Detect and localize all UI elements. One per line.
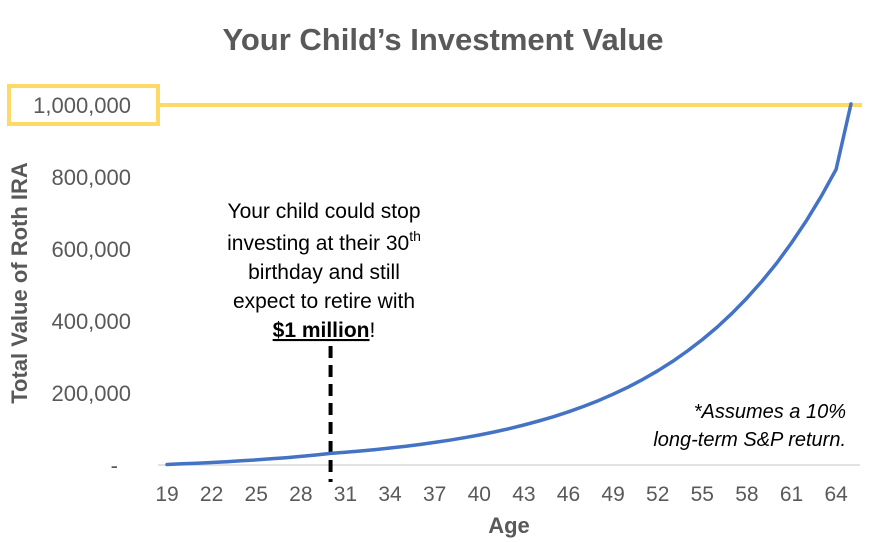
x-tick-label: 22 <box>200 483 223 506</box>
y-tick-label: 400,000 <box>51 309 131 334</box>
chart-title: Your Child’s Investment Value <box>223 22 664 57</box>
footnote-line-2: long-term S&P return. <box>653 429 846 451</box>
y-tick-label: 200,000 <box>51 381 131 406</box>
x-tick-label: 46 <box>557 483 580 506</box>
x-tick-label: 31 <box>334 483 357 506</box>
x-tick-label: 19 <box>155 483 178 506</box>
x-tick-label: 43 <box>512 483 535 506</box>
y-tick-label: - <box>111 453 118 478</box>
x-tick-label: 28 <box>289 483 312 506</box>
callout-exclamation: ! <box>370 319 376 342</box>
callout-superscript: th <box>409 228 421 244</box>
x-tick-label: 37 <box>423 483 446 506</box>
footnote-line-1: *Assumes a 10% <box>694 401 846 423</box>
callout-line-1: Your child could stop <box>227 200 420 223</box>
y-tick-labels: - 200,000 400,000 600,000 800,000 1,000,000 <box>33 93 131 478</box>
callout-line-2-main: investing at their 30 <box>227 232 409 255</box>
x-tick-label: 34 <box>378 483 402 506</box>
y-axis-label: Total Value of Roth IRA <box>7 162 32 404</box>
x-tick-label: 25 <box>245 483 268 506</box>
series-line-roth-ira-value <box>165 102 853 467</box>
x-tick-label: 40 <box>468 483 491 506</box>
x-tick-label: 49 <box>601 483 624 506</box>
y-tick-label: 1,000,000 <box>33 93 131 118</box>
y-tick-label: 600,000 <box>51 237 131 262</box>
x-tick-label: 61 <box>780 483 803 506</box>
callout-line-5: $1 million! <box>273 319 376 342</box>
callout-line-3: birthday and still <box>248 261 400 284</box>
callout-line-4: expect to retire with <box>233 290 415 313</box>
callout-line-2: investing at their 30th <box>227 228 421 255</box>
x-tick-label: 58 <box>735 483 758 506</box>
x-axis-label: Age <box>488 513 530 538</box>
y-tick-label: 800,000 <box>51 165 131 190</box>
x-tick-label: 52 <box>646 483 669 506</box>
x-tick-labels: 19 22 25 28 31 34 37 40 43 46 49 52 55 58 61 64 <box>155 483 848 506</box>
x-tick-label: 64 <box>824 483 848 506</box>
callout-text: Your child could stop investing at their… <box>227 200 421 342</box>
x-tick-label: 55 <box>691 483 714 506</box>
callout-million-emphasis: $1 million <box>273 319 370 342</box>
